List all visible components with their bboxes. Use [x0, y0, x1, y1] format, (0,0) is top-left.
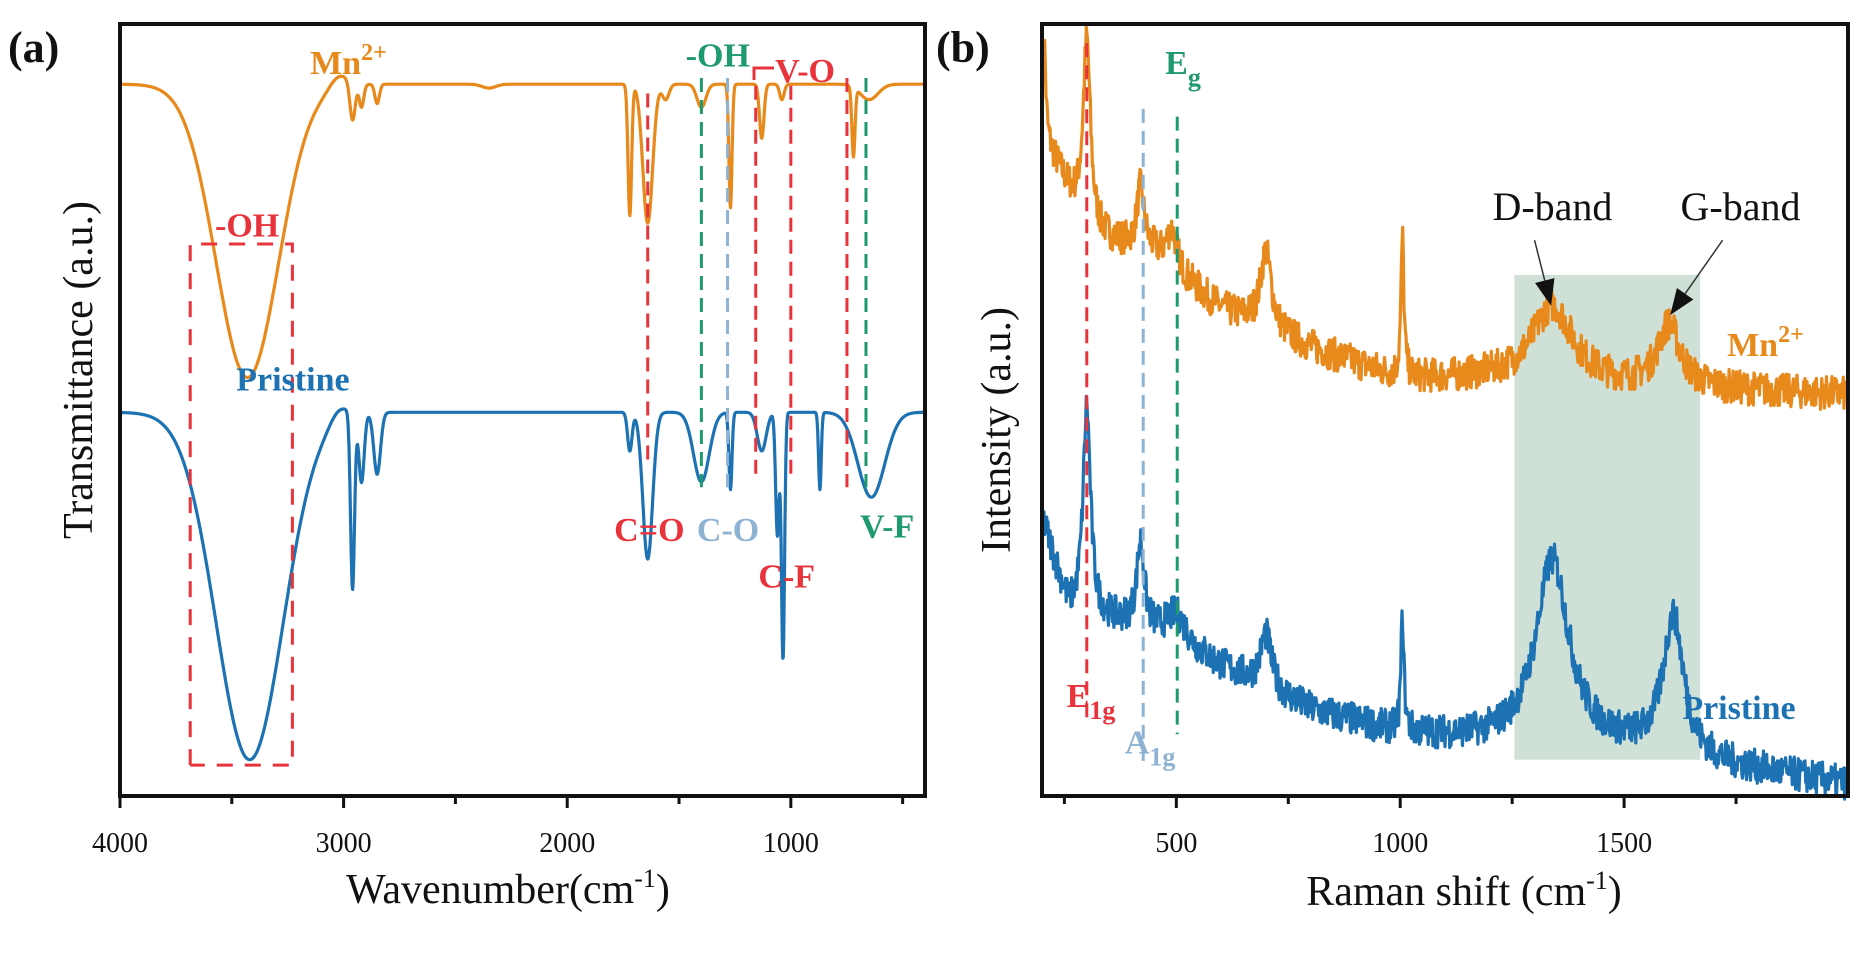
- x-axis-label-b: Raman shift (cm-1): [1306, 866, 1622, 915]
- series-line-pristine: [118, 407, 927, 762]
- series-label-mn: Mn2+: [310, 40, 387, 82]
- x-tick-label: 3000: [316, 828, 372, 859]
- peak-annotation: C-F: [758, 559, 815, 596]
- axes-frame-b: [1040, 22, 1850, 798]
- peak-annotation: C-O: [697, 512, 759, 549]
- panel-b-raman: (b) 500 1000 1500Mn2+PristineEgE1gA1gD-ban…: [936, 22, 1850, 915]
- band-arrow-head-icon: [1670, 288, 1694, 316]
- peak-annotation: Pristine: [236, 362, 349, 399]
- x-tick-label: 1000: [1372, 828, 1428, 859]
- y-axis-label-b: Intensity (a.u.): [974, 307, 1020, 553]
- raman-mode-base: E: [1067, 678, 1090, 715]
- series-label-pristine: Pristine: [1682, 690, 1795, 727]
- band-highlight-region: [1514, 274, 1701, 760]
- band-label: D-band: [1492, 184, 1612, 229]
- peak-annotation: V-F: [860, 508, 914, 545]
- raman-mode-label: A1g: [1125, 725, 1176, 772]
- raman-mode-label: Eg: [1165, 45, 1201, 92]
- x-axis-label-b-sup: -1: [1586, 866, 1608, 895]
- axes-frame-a: [118, 22, 927, 798]
- panel-a-ftir: (a) 4000 3000 2000 1000 Mn2+ -OH V-O -OH Pristin…: [8, 22, 927, 913]
- series-label-mn-base: Mn: [1727, 327, 1778, 364]
- x-axis-label-a: Wavenumber(cm-1): [346, 864, 670, 913]
- peak-annotation: -OH: [215, 207, 279, 244]
- x-tick-label: 1500: [1596, 828, 1652, 859]
- raman-mode-base: E: [1165, 45, 1188, 82]
- x-tick-label: 1000: [763, 828, 819, 859]
- band-label: G-band: [1681, 184, 1801, 229]
- series-label-mn-sup: 2+: [361, 40, 387, 66]
- panel-label-b: (b): [936, 23, 990, 72]
- x-axis-label-b-close: ): [1608, 869, 1622, 915]
- oh-region-box: [188, 242, 294, 767]
- x-tick-label: 2000: [539, 828, 595, 859]
- band-arrow-head-icon: [1535, 278, 1555, 306]
- peak-annotation: V-O: [775, 53, 835, 90]
- panel-label-a: (a): [8, 23, 59, 72]
- x-tick-label: 500: [1155, 828, 1197, 859]
- series-line-mn: [118, 74, 927, 380]
- x-axis-label-a-text: Wavenumber: [346, 867, 569, 913]
- x-axis-label-a-unit: (cm: [569, 867, 635, 913]
- series-label-mn-base: Mn: [310, 45, 361, 82]
- series-label-mn: Mn2+: [1727, 322, 1804, 364]
- raman-mode-sub: 1g: [1089, 696, 1115, 725]
- series-line-pristine: [1040, 394, 1850, 801]
- plot-area-a: 4000 3000 2000 1000 Mn2+ -OH V-O -OH Pristine C=O…: [92, 37, 927, 859]
- peak-annotation: C=O: [614, 512, 684, 549]
- band-arrow-line: [1684, 239, 1724, 295]
- raman-mode-sub: g: [1188, 63, 1201, 92]
- x-axis-label-b-text: Raman shift (cm: [1306, 869, 1586, 915]
- x-tick-label: 4000: [92, 828, 148, 859]
- y-axis-label-a: Transmittance (a.u.): [56, 201, 102, 539]
- raman-mode-sub: 1g: [1149, 743, 1175, 772]
- x-axis-label-a-close: ): [656, 867, 670, 913]
- raman-mode-base: A: [1125, 725, 1150, 762]
- band-arrow-line: [1533, 239, 1546, 281]
- peak-annotation: -OH: [686, 37, 750, 74]
- raman-mode-label: E1g: [1067, 678, 1116, 725]
- vo-bracket: [752, 66, 774, 80]
- series-label-mn-sup: 2+: [1778, 322, 1804, 348]
- x-axis-label-a-sup: -1: [634, 864, 656, 893]
